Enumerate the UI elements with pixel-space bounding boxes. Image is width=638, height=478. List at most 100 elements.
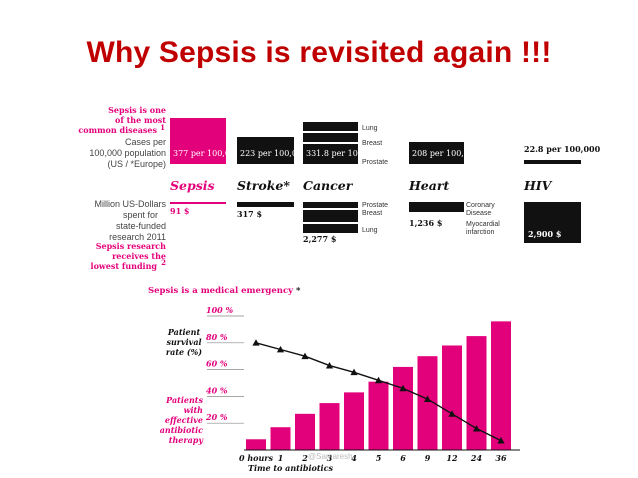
- survival-point-7: [423, 395, 432, 402]
- x-tick-label: 12: [446, 453, 458, 463]
- x-tick-labels: 0 hours 1 2 3 4 5 6 9 12 24 36: [239, 453, 507, 463]
- series-label-line-4: antibiotic: [160, 425, 203, 435]
- cancer-prostate-funding-bar: [303, 202, 358, 208]
- x-tick-label: 0 hours: [239, 453, 274, 463]
- bar-1: [270, 427, 291, 450]
- sepsis-cases-bar: [170, 118, 226, 164]
- bar-4: [344, 392, 364, 450]
- y-tick-label: 60 %: [206, 359, 228, 369]
- x-tick-label: 9: [425, 453, 431, 463]
- million-usd-line-4: research 2011: [109, 232, 166, 242]
- sepsis-one-line-2: of the most: [115, 115, 166, 125]
- survival-point-9: [472, 424, 481, 432]
- survival-point-10: [497, 437, 505, 444]
- sepsis-one-line-3: common diseases: [78, 125, 157, 135]
- heart-cases-label: 208 per 100,000: [412, 149, 479, 158]
- heart-funding-part-3: Myocardial: [466, 221, 500, 228]
- chart-title: Sepsis is a medical emergency *: [148, 286, 301, 296]
- series-label-line-3: effective: [165, 415, 203, 425]
- x-tick-label: 2: [301, 453, 308, 463]
- sepsis-research-line-3: lowest funding: [91, 261, 158, 271]
- survival-line: [252, 339, 505, 444]
- million-usd-line-1: Million US-Dollars: [94, 199, 166, 209]
- chart-title-footnote: *: [296, 286, 301, 296]
- ylabel-line-1: Patient: [167, 327, 201, 337]
- stroke-funding-bar: [237, 202, 294, 207]
- sepsis-research-line-2: receives the: [112, 251, 166, 261]
- gridlines: [207, 315, 244, 424]
- survival-point-4: [350, 368, 358, 376]
- disease-name-cancer: Cancer: [303, 178, 354, 193]
- x-tick-label: 24: [470, 453, 483, 463]
- hiv-cases-bar: [524, 160, 581, 164]
- cancer-funding-part-lung: Lung: [362, 227, 378, 234]
- cancer-breast-funding-bar: [303, 210, 358, 222]
- heart-funding-label: 1,236 $: [409, 218, 442, 228]
- x-tick-label: 36: [495, 453, 507, 463]
- bar-0: [246, 439, 266, 450]
- sepsis-funding-label: 91 $: [170, 206, 189, 216]
- footnote-1: 1: [160, 123, 165, 132]
- sepsis-one-line-1: Sepsis is one: [108, 105, 166, 115]
- cancer-part-breast: Breast: [362, 140, 382, 147]
- million-usd-line-2: spent for: [123, 210, 158, 220]
- cancer-funding-label: 2,277 $: [303, 234, 336, 244]
- x-tick-label: 6: [400, 453, 406, 463]
- y-tick-labels: 100 % 80 % 60 % 40 % 20 %: [205, 305, 233, 422]
- y-tick-label: 20 %: [205, 412, 228, 422]
- hiv-funding-label: 2,900 $: [528, 229, 561, 239]
- y-tick-label: 40 %: [206, 385, 228, 395]
- heart-funding-part-4: infarction: [466, 229, 495, 236]
- hiv-funding-bar: [524, 202, 581, 243]
- bar-5: [368, 381, 389, 450]
- hiv-cases-label: 22.8 per 100,000: [524, 144, 601, 154]
- heart-coronary-funding-bar: [409, 202, 464, 212]
- survival-point-0: [252, 339, 260, 346]
- survival-point-6: [399, 384, 407, 392]
- bars: [246, 321, 511, 450]
- y-tick-label: 80 %: [206, 332, 228, 342]
- sepsis-funding-bar: [170, 202, 226, 204]
- heart-funding-part-1: Coronary: [466, 202, 495, 209]
- sepsis-cases-label: 377 per 100,000: [173, 149, 240, 158]
- stroke-cases-bar: [237, 137, 294, 164]
- bar-8: [442, 345, 462, 450]
- cancer-part-prostate: Prostate: [362, 159, 388, 166]
- cancer-lung-bar: [303, 122, 358, 131]
- ylabel-line-2: survival: [166, 337, 201, 347]
- bar-9: [466, 336, 487, 450]
- sepsis-research-line-1: Sepsis research: [96, 241, 166, 251]
- chart-title-text: Sepsis is a medical emergency: [148, 286, 294, 296]
- bar-10: [491, 321, 511, 450]
- x-tick-label: 4: [351, 453, 357, 463]
- cancer-breast-bar: [303, 133, 358, 142]
- cancer-prostate-bar: [303, 144, 358, 164]
- stroke-cases-label: 223 per 100,000: [240, 149, 307, 158]
- slide-title: Why Sepsis is revisited again !!!: [86, 36, 552, 69]
- cancer-lung-funding-bar: [303, 224, 358, 233]
- disease-name-stroke: Stroke*: [237, 178, 290, 193]
- survival-point-5: [374, 376, 383, 384]
- x-tick-label: 3: [327, 453, 333, 463]
- xlabel: Time to antibiotics: [248, 463, 333, 473]
- cases-per-line-1: Cases per: [125, 137, 166, 147]
- disease-name-hiv: HIV: [523, 178, 553, 193]
- y-tick-label: 100 %: [206, 305, 233, 315]
- survival-point-1: [276, 345, 285, 353]
- bar-3: [319, 403, 340, 450]
- cases-per-line-3: (US / *Europe): [107, 159, 166, 169]
- series-label-line-1: Patients: [165, 395, 203, 405]
- cancer-funding-part-breast: Breast: [362, 210, 382, 217]
- survival-point-2: [301, 352, 309, 360]
- cancer-part-lung: Lung: [362, 125, 378, 132]
- cancer-cases-label: 331.8 per 100,000: [306, 149, 381, 158]
- footnote-2: 2: [161, 258, 166, 267]
- disease-name-heart: Heart: [408, 178, 449, 193]
- survival-point-8: [448, 410, 456, 417]
- heart-funding-part-2: Disease: [466, 210, 491, 217]
- watermark: @Samaresh: [308, 452, 353, 461]
- stroke-funding-label: 317 $: [237, 209, 262, 219]
- bar-2: [295, 413, 315, 450]
